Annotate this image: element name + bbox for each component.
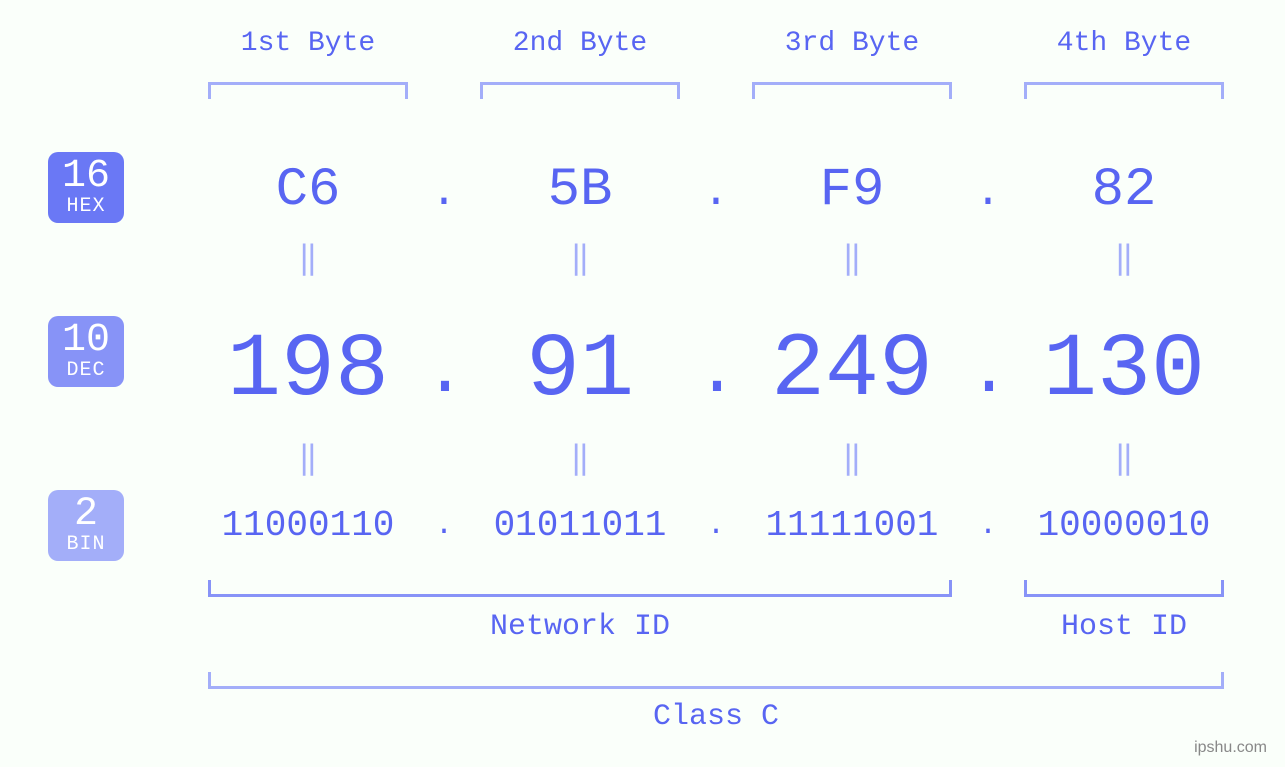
byte-label-4: 4th Byte [1024,28,1224,59]
equals-dec-bin-4: ‖ [1094,438,1154,478]
class-bracket [208,672,1224,689]
equals-hex-dec-4: ‖ [1094,238,1154,278]
bin-byte-1: 11000110 [178,505,438,546]
byte-label-1: 1st Byte [208,28,408,59]
hex-byte-3: F9 [752,160,952,221]
bin-dot-2: . [696,509,736,543]
badge-hex: 16 HEX [48,152,124,223]
hex-byte-2: 5B [480,160,680,221]
host-id-bracket [1024,580,1224,597]
equals-hex-dec-1: ‖ [278,238,338,278]
badge-bin-abbr: BIN [66,534,105,555]
byte-label-2: 2nd Byte [480,28,680,59]
equals-dec-bin-2: ‖ [550,438,610,478]
badge-dec-num: 10 [62,320,110,362]
network-id-label: Network ID [208,610,952,644]
dec-byte-2: 91 [460,320,700,422]
class-label: Class C [208,700,1224,734]
badge-dec: 10 DEC [48,316,124,387]
top-bracket-3 [752,82,952,99]
dec-byte-3: 249 [732,320,972,422]
bin-byte-3: 11111001 [722,505,982,546]
watermark: ipshu.com [1194,739,1267,757]
top-bracket-2 [480,82,680,99]
badge-dec-abbr: DEC [66,360,105,381]
top-bracket-1 [208,82,408,99]
dec-byte-1: 198 [188,320,428,422]
hex-byte-4: 82 [1024,160,1224,221]
equals-hex-dec-3: ‖ [822,238,882,278]
bin-byte-4: 10000010 [994,505,1254,546]
badge-hex-num: 16 [62,156,110,198]
bin-dot-1: . [424,509,464,543]
dec-byte-4: 130 [1004,320,1244,422]
equals-dec-bin-3: ‖ [822,438,882,478]
badge-bin: 2 BIN [48,490,124,561]
dec-dot-1: . [424,334,464,413]
byte-label-3: 3rd Byte [752,28,952,59]
dec-dot-2: . [696,334,736,413]
hex-dot-2: . [696,168,736,218]
hex-dot-1: . [424,168,464,218]
equals-dec-bin-1: ‖ [278,438,338,478]
badge-hex-abbr: HEX [66,196,105,217]
equals-hex-dec-2: ‖ [550,238,610,278]
hex-byte-1: C6 [208,160,408,221]
bin-dot-3: . [968,509,1008,543]
top-bracket-4 [1024,82,1224,99]
network-id-bracket [208,580,952,597]
dec-dot-3: . [968,334,1008,413]
bin-byte-2: 01011011 [450,505,710,546]
badge-bin-num: 2 [74,494,98,536]
host-id-label: Host ID [1024,610,1224,644]
hex-dot-3: . [968,168,1008,218]
